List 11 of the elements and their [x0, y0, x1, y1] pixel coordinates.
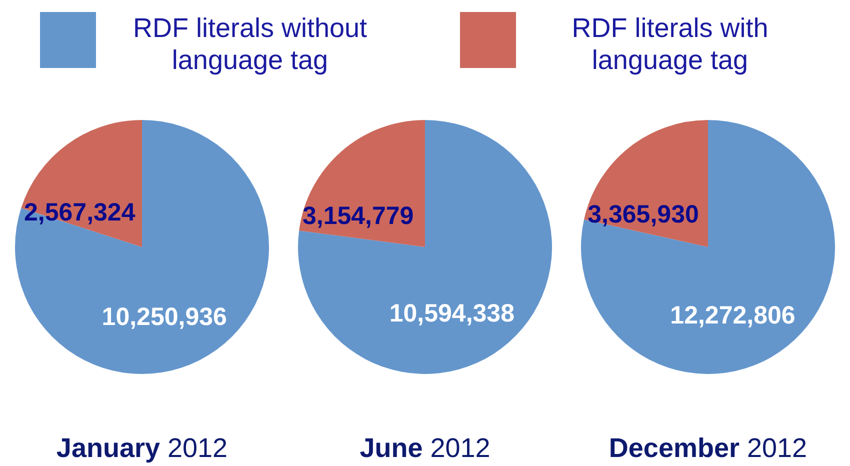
- text: January 2012: [55, 433, 229, 464]
- data-label: 3,365,930: [588, 200, 699, 228]
- legend-label: RDF literals without language tag: [132, 12, 368, 76]
- legend-label: RDF literals with language tag: [570, 12, 770, 76]
- text: June 2012: [358, 433, 492, 464]
- data-label: 10,250,936: [102, 303, 227, 332]
- data-label: 2,567,324: [24, 198, 136, 227]
- data-label: 10,594,338: [389, 300, 515, 328]
- text: December 2012: [608, 433, 808, 464]
- data-label: 12,272,806: [670, 301, 796, 330]
- data-label: 3,154,779: [302, 202, 414, 230]
